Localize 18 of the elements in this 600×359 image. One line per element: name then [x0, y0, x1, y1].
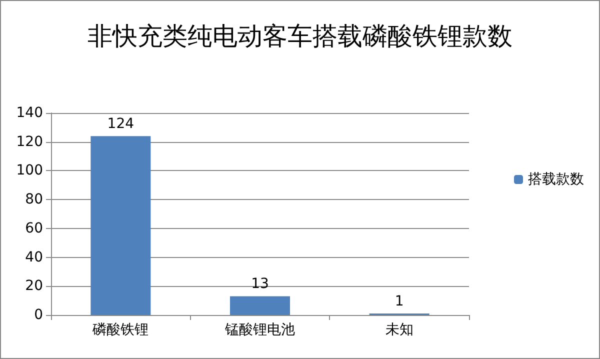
y-tick-label: 100 — [16, 162, 43, 179]
data-label: 124 — [107, 116, 134, 132]
y-tick-label: 60 — [25, 220, 43, 236]
y-tick-label: 0 — [34, 307, 43, 323]
x-tick-label: 锰酸锂电池 — [224, 322, 295, 338]
chart-title: 非快充类纯电动客车搭载磷酸铁锂款数 — [88, 22, 512, 50]
y-tick-label: 40 — [25, 249, 43, 266]
y-tick-label: 20 — [25, 278, 43, 294]
legend-label: 搭载款数 — [528, 172, 584, 188]
x-tick-label: 磷酸铁锂 — [92, 322, 149, 338]
bar — [90, 136, 151, 315]
data-label: 13 — [251, 276, 269, 292]
data-label: 1 — [394, 294, 404, 310]
y-tick-label: 140 — [16, 105, 43, 121]
y-tick-label: 120 — [16, 134, 43, 150]
bar — [230, 296, 290, 315]
y-tick-label: 80 — [25, 192, 43, 208]
x-tick-label: 未知 — [385, 322, 414, 338]
